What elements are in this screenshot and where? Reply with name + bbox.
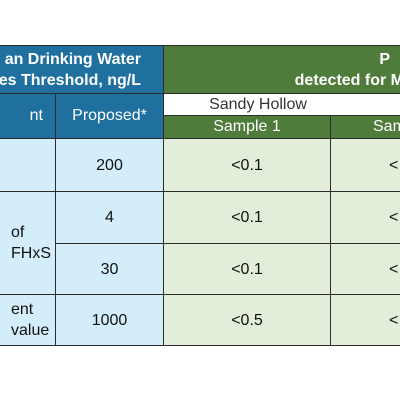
cell-text: 4 [105,209,114,226]
subheader-cell: nt [0,93,56,139]
row-label [0,138,56,192]
cell-text: nt [29,107,43,124]
cell-text: < [389,156,399,174]
header-text: detected for M [294,71,400,89]
header-left: an Drinking Water es Threshold, ng/L [0,45,164,94]
proposed-cell: 30 [55,243,164,295]
sample-cell: < [330,191,400,244]
header-text: es Threshold, ng/L [0,71,141,89]
cell-text: < [389,209,399,226]
proposed-cell: 4 [55,191,164,244]
sample-cell: <0.1 [163,243,331,295]
sample-cell: < [330,294,400,346]
sample-cell: <0.5 [163,294,331,346]
header-text: an Drinking Water [4,50,141,68]
cell-text: ent [11,301,34,318]
cell-text: <0.5 [231,311,263,329]
cell-text: Sandy Hollow [209,95,307,113]
cell-text: 200 [96,156,123,174]
sample-cell: <0.1 [163,138,331,192]
proposed-cell: 200 [55,138,164,192]
cell-text: <0.1 [231,209,263,226]
cell-text: < [389,260,399,278]
cell-text: Proposed* [72,107,147,124]
sample-cell: < [330,243,400,295]
cell-text: Sam [373,118,400,135]
cell-text: of [11,224,25,241]
sample-header: Sample 1 [163,115,331,139]
cell-text: < [389,311,399,329]
cell-text: 1000 [91,311,128,329]
cell-text: Sample 1 [213,118,281,135]
site-cell: Sandy Hollow [163,93,400,116]
row-label: of FHxS [0,191,56,295]
row-label: ent value [0,294,56,346]
cell-text: FHxS [11,245,51,262]
cell-text: <0.1 [231,260,263,278]
sample-cell: <0.1 [163,191,331,244]
sample-cell: < [330,138,400,192]
subheader-cell: Proposed* [55,93,164,139]
header-text: P [379,50,390,68]
cell-text: <0.1 [231,156,263,174]
cell-text: 30 [100,260,119,278]
proposed-cell: 1000 [55,294,164,346]
cell-text: value [11,322,50,339]
header-right: P detected for M [163,45,400,94]
sample-header: Sam [330,115,400,139]
